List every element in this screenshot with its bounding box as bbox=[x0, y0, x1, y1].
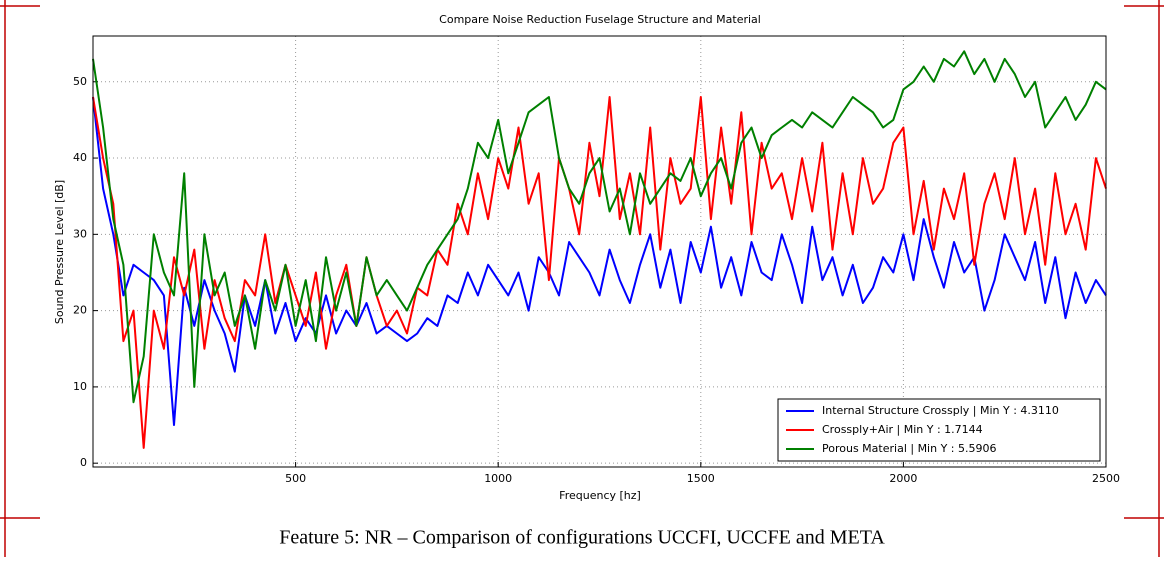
y-tick-label: 20 bbox=[73, 304, 87, 317]
y-axis-label: Sound Pressure Level [dB] bbox=[53, 180, 66, 324]
data-line bbox=[92, 50, 1107, 404]
y-tick-label: 0 bbox=[80, 456, 87, 469]
x-tick-label: 1000 bbox=[484, 472, 512, 485]
x-tick-label: 500 bbox=[285, 472, 306, 485]
y-tick-label: 50 bbox=[73, 75, 87, 88]
legend: Internal Structure Crossply | Min Y : 4.… bbox=[777, 398, 1101, 462]
x-tick-label: 1500 bbox=[687, 472, 715, 485]
chart-title: Compare Noise Reduction Fuselage Structu… bbox=[439, 13, 761, 26]
y-tick-label: 10 bbox=[73, 380, 87, 393]
legend-label: Porous Material | Min Y : 5.5906 bbox=[822, 442, 997, 455]
x-tick-label: 2500 bbox=[1092, 472, 1120, 485]
x-axis-label: Frequency [hz] bbox=[559, 489, 641, 502]
plot-frame bbox=[92, 35, 1107, 468]
x-tick-label: 2000 bbox=[889, 472, 917, 485]
legend-box bbox=[777, 398, 1101, 462]
y-tick-label: 40 bbox=[73, 151, 87, 164]
caption: Feature 5: NR – Comparison of configurat… bbox=[279, 527, 885, 549]
data-line bbox=[92, 96, 1107, 449]
y-tick-label: 30 bbox=[73, 227, 87, 240]
data-line bbox=[92, 96, 1107, 426]
legend-label: Internal Structure Crossply | Min Y : 4.… bbox=[822, 404, 1059, 417]
legend-label: Crossply+Air | Min Y : 1.7144 bbox=[822, 423, 983, 436]
